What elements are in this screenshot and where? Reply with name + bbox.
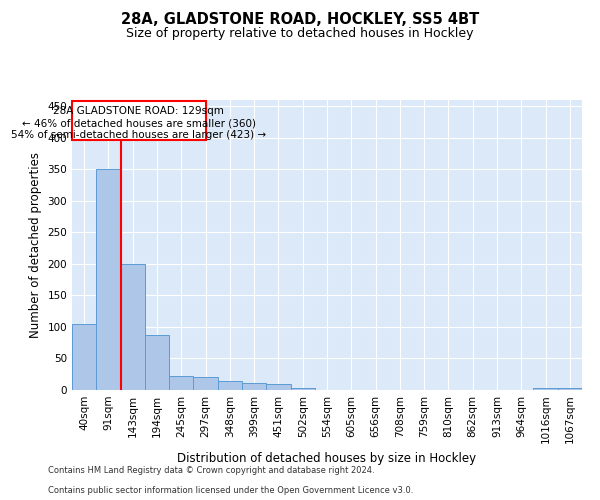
Text: 28A GLADSTONE ROAD: 129sqm: 28A GLADSTONE ROAD: 129sqm: [53, 106, 224, 117]
Bar: [218, 381, 242, 390]
Text: Size of property relative to detached houses in Hockley: Size of property relative to detached ho…: [126, 28, 474, 40]
Text: 54% of semi-detached houses are larger (423) →: 54% of semi-detached houses are larger (…: [11, 130, 266, 140]
Bar: [533, 388, 558, 390]
Bar: [558, 388, 582, 390]
Bar: [121, 264, 145, 390]
Bar: [266, 384, 290, 390]
Text: Contains HM Land Registry data © Crown copyright and database right 2024.: Contains HM Land Registry data © Crown c…: [48, 466, 374, 475]
Bar: [96, 170, 121, 390]
Bar: [193, 378, 218, 390]
Bar: [72, 102, 206, 140]
Y-axis label: Number of detached properties: Number of detached properties: [29, 152, 42, 338]
X-axis label: Distribution of detached houses by size in Hockley: Distribution of detached houses by size …: [178, 452, 476, 465]
Bar: [145, 334, 169, 390]
Bar: [242, 383, 266, 390]
Text: Contains public sector information licensed under the Open Government Licence v3: Contains public sector information licen…: [48, 486, 413, 495]
Bar: [169, 376, 193, 390]
Bar: [72, 324, 96, 390]
Text: ← 46% of detached houses are smaller (360): ← 46% of detached houses are smaller (36…: [22, 118, 256, 128]
Bar: [290, 388, 315, 390]
Text: 28A, GLADSTONE ROAD, HOCKLEY, SS5 4BT: 28A, GLADSTONE ROAD, HOCKLEY, SS5 4BT: [121, 12, 479, 28]
